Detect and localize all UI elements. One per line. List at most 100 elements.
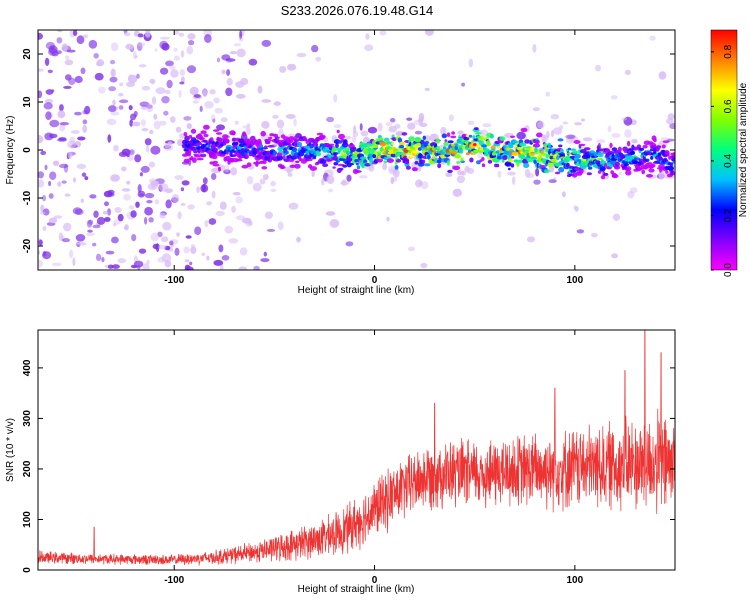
ridge-blob bbox=[578, 143, 586, 147]
ridge-blob bbox=[211, 154, 218, 160]
noise-blob bbox=[92, 242, 97, 247]
noise-blob bbox=[82, 119, 88, 125]
ridge-blob bbox=[242, 131, 247, 137]
ridge-blob bbox=[386, 155, 392, 159]
noise-blob bbox=[38, 32, 43, 40]
ridge-blob bbox=[268, 136, 273, 140]
ridge-blob bbox=[417, 147, 422, 151]
ridge-blob bbox=[523, 162, 530, 169]
ridge-blob bbox=[573, 140, 581, 144]
ridge-blob bbox=[574, 153, 581, 159]
ridge-blob bbox=[309, 166, 317, 171]
noise-blob bbox=[548, 179, 557, 184]
ridge-blob bbox=[642, 144, 648, 149]
noise-blob bbox=[189, 261, 193, 266]
noise-blob bbox=[460, 171, 465, 176]
noise-blob bbox=[49, 171, 57, 180]
ridge-blob bbox=[408, 136, 415, 141]
noise-blob bbox=[232, 192, 241, 196]
noise-blob bbox=[179, 69, 185, 76]
noise-blob bbox=[162, 221, 172, 231]
noise-blob bbox=[114, 207, 122, 213]
spectrogram-xtick-label: 100 bbox=[566, 275, 583, 286]
noise-blob bbox=[178, 89, 182, 98]
noise-blob bbox=[149, 78, 156, 84]
ridge-blob bbox=[668, 155, 672, 160]
noise-blob bbox=[159, 120, 167, 126]
snr-ytick-label: 0 bbox=[22, 567, 33, 573]
ridge-blob bbox=[478, 139, 484, 146]
ridge-blob bbox=[481, 157, 485, 161]
noise-blob bbox=[612, 213, 621, 221]
noise-blob bbox=[63, 163, 69, 173]
noise-blob bbox=[45, 41, 56, 50]
noise-blob bbox=[121, 166, 127, 172]
noise-blob bbox=[74, 75, 83, 84]
noise-blob bbox=[138, 248, 147, 254]
noise-blob bbox=[666, 117, 674, 125]
snr-panel: -100 0 100 0 100 200 300 400 Height of straight… bbox=[5, 329, 676, 595]
noise-blob bbox=[84, 176, 89, 181]
ridge-blob bbox=[589, 150, 596, 155]
noise-blob bbox=[141, 85, 151, 91]
noise-blob bbox=[263, 174, 269, 180]
noise-blob bbox=[537, 121, 545, 129]
noise-blob bbox=[239, 30, 243, 40]
ridge-blob bbox=[661, 144, 666, 149]
ridge-blob bbox=[260, 130, 267, 137]
snr-ytick-label: 100 bbox=[22, 511, 33, 528]
noise-blob bbox=[392, 177, 398, 182]
ridge-blob bbox=[272, 150, 277, 156]
noise-blob bbox=[89, 194, 97, 199]
noise-blob bbox=[72, 30, 78, 36]
ridge-blob bbox=[355, 162, 359, 166]
noise-blob bbox=[360, 130, 369, 137]
noise-blob bbox=[121, 188, 131, 192]
spectrogram-ytick-label: 0 bbox=[22, 147, 33, 153]
ridge-blob bbox=[666, 151, 670, 157]
ridge-blob bbox=[519, 142, 527, 147]
colorbar-ticks: 0.0 0.2 0.4 0.6 0.8 bbox=[711, 44, 734, 277]
ridge-blob bbox=[650, 155, 654, 160]
noise-blob bbox=[202, 183, 206, 192]
ridge-blob bbox=[427, 154, 431, 160]
noise-blob bbox=[261, 99, 272, 103]
ridge-blob bbox=[584, 147, 591, 151]
noise-blob bbox=[169, 65, 176, 70]
noise-blob bbox=[53, 215, 63, 219]
noise-blob bbox=[164, 89, 171, 95]
ridge-blob bbox=[250, 135, 256, 141]
ridge-blob bbox=[587, 166, 593, 170]
noise-blob bbox=[44, 57, 50, 66]
noise-blob bbox=[48, 193, 54, 199]
noise-blob bbox=[68, 77, 76, 86]
snr-ytick-label: 400 bbox=[22, 359, 33, 376]
ridge-blob bbox=[499, 136, 506, 141]
ridge-blob bbox=[512, 140, 519, 144]
noise-blob bbox=[272, 114, 279, 119]
noise-blob bbox=[129, 119, 134, 127]
spectrogram-xlabel: Height of straight line (km) bbox=[298, 285, 415, 296]
ridge-blob bbox=[341, 142, 349, 148]
noise-blob bbox=[279, 65, 287, 73]
noise-blob bbox=[63, 85, 72, 89]
noise-blob bbox=[287, 63, 297, 71]
noise-blob bbox=[57, 181, 62, 187]
noise-blob bbox=[497, 170, 502, 178]
noise-blob bbox=[137, 42, 146, 47]
noise-blob bbox=[82, 124, 87, 133]
ridge-blob bbox=[559, 148, 564, 154]
noise-blob bbox=[202, 89, 208, 98]
noise-blob bbox=[219, 264, 224, 270]
noise-blob bbox=[201, 252, 205, 256]
noise-blob bbox=[113, 145, 119, 152]
noise-blob bbox=[112, 99, 116, 106]
noise-blob bbox=[213, 97, 220, 104]
noise-blob bbox=[216, 124, 225, 131]
ridge-blob bbox=[342, 164, 348, 168]
ridge-blob bbox=[641, 169, 646, 175]
ridge-blob bbox=[328, 143, 335, 146]
noise-blob bbox=[533, 179, 541, 185]
ridge-blob bbox=[567, 147, 572, 151]
noise-blob bbox=[385, 122, 393, 127]
